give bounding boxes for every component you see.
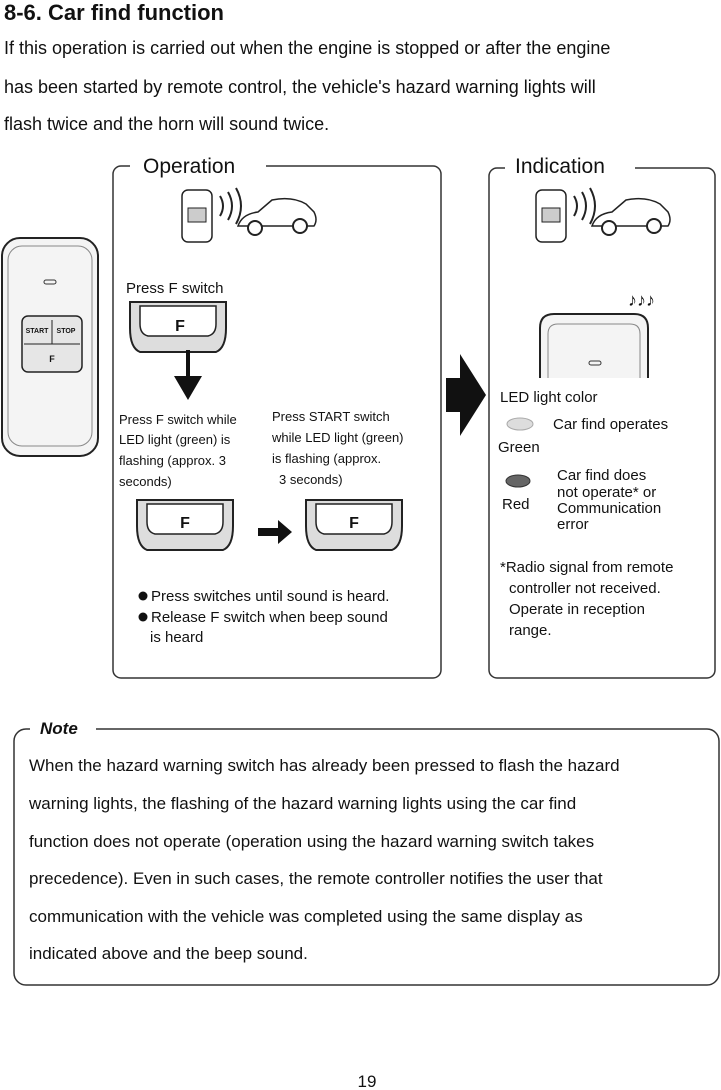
step-text: Press F switch while — [119, 412, 237, 427]
panel-title: Operation — [143, 155, 235, 178]
note-line: When the hazard warning switch has alrea… — [29, 756, 620, 775]
switch-label: F — [180, 515, 190, 532]
bullet — [138, 591, 148, 601]
step-text: Press START switch — [272, 409, 390, 424]
led-text: Communication — [557, 500, 661, 517]
f-switch: F — [136, 499, 234, 551]
green-led — [506, 417, 534, 431]
button-label: F — [49, 354, 55, 364]
music-notes: ♪♪♪ — [628, 290, 655, 310]
led-text: Car find operates — [553, 416, 668, 433]
note-line: warning lights, the flashing of the haza… — [28, 794, 576, 813]
led-text: error — [557, 516, 589, 533]
intro-line: flash twice and the horn will sound twic… — [4, 114, 329, 134]
step-text: 3 seconds) — [279, 472, 343, 487]
f-switch: F — [129, 301, 227, 353]
fob-and-car — [181, 187, 317, 243]
fob-and-car — [535, 187, 671, 243]
switch-label: F — [349, 515, 359, 532]
bullet-text: Release F switch when beep sound — [151, 609, 388, 626]
note-line: function does not operate (operation usi… — [29, 832, 594, 851]
led-text: not operate* or — [557, 484, 656, 501]
step-text: Press F switch — [126, 280, 224, 297]
step-text: flashing (approx. 3 — [119, 453, 226, 468]
bullet-text: Press switches until sound is heard. — [151, 588, 389, 605]
footnote: Operate in reception — [509, 601, 645, 618]
led-color: Green — [498, 439, 540, 456]
led-color: Red — [502, 496, 530, 513]
bullet — [138, 612, 148, 622]
note-title: Note — [40, 719, 78, 738]
step-text: while LED light (green) — [271, 430, 404, 445]
note-box — [13, 728, 720, 986]
footnote: controller not received. — [509, 580, 661, 597]
led-title: LED light color — [500, 389, 598, 406]
flow-arrow — [446, 354, 486, 436]
remote-top — [539, 313, 649, 378]
panel-title: Indication — [515, 155, 605, 178]
right-arrow — [258, 520, 292, 544]
switch-label: F — [175, 318, 185, 335]
intro-line: If this operation is carried out when th… — [4, 38, 610, 58]
note-line: precedence). Even in such cases, the rem… — [29, 869, 603, 888]
step-text: LED light (green) is — [119, 432, 231, 447]
intro-line: has been started by remote control, the … — [4, 77, 596, 97]
title-gap — [130, 156, 266, 176]
title-gap — [505, 156, 635, 178]
button-label: START — [26, 328, 50, 335]
remote-illustration: START STOP F — [1, 237, 99, 457]
footnote: *Radio signal from remote — [500, 559, 673, 576]
note-line: communication with the vehicle was compl… — [29, 907, 583, 926]
red-led — [505, 474, 531, 488]
title-gap — [30, 718, 96, 740]
note-line: indicated above and the beep sound. — [29, 944, 308, 963]
bullet-text: is heard — [150, 629, 203, 646]
heading: 8-6. Car find function — [4, 0, 224, 25]
page-number: 19 — [358, 1072, 377, 1090]
step-text: is flashing (approx. — [272, 451, 381, 466]
led-text: Car find does — [557, 467, 646, 484]
step-text: seconds) — [119, 474, 172, 489]
footnote: range. — [509, 622, 552, 639]
f-switch: F — [305, 499, 403, 551]
button-label: STOP — [57, 328, 76, 335]
down-arrow — [174, 350, 202, 400]
operation-panel — [112, 165, 442, 679]
